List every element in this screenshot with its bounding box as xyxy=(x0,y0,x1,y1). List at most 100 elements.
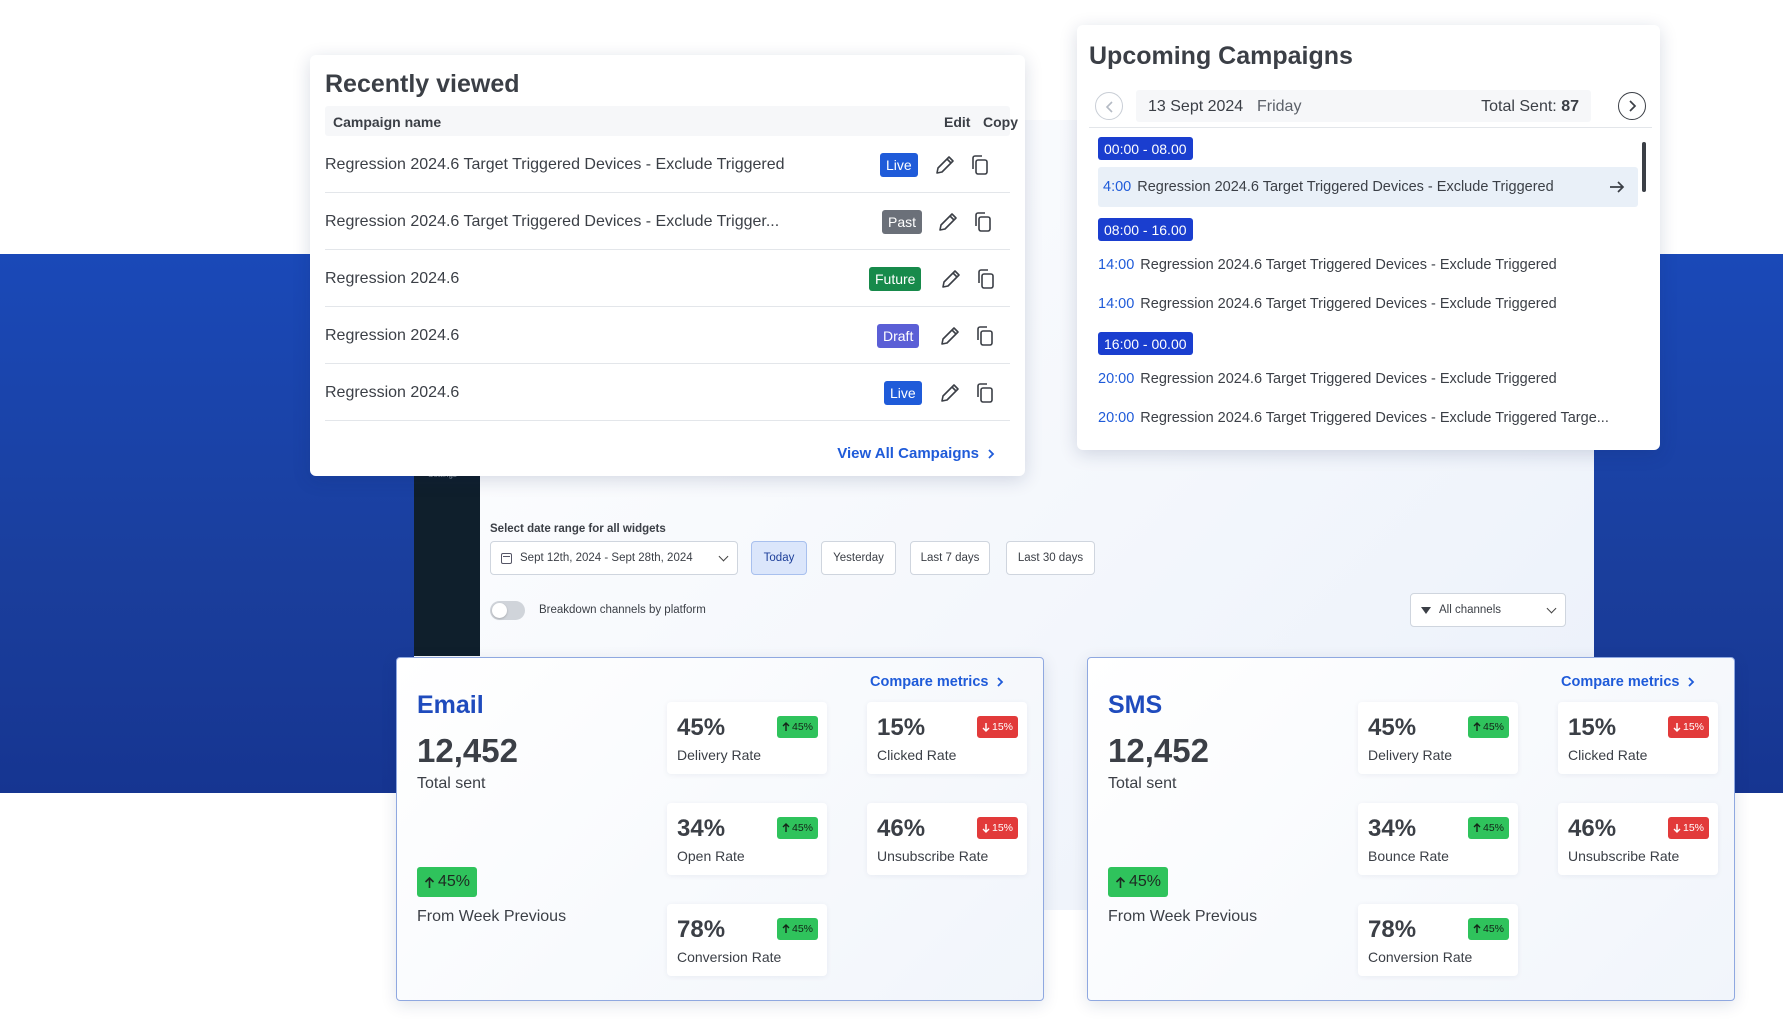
list-item[interactable]: 14:00 Regression 2024.6 Target Triggered … xyxy=(1098,284,1638,324)
metric-label: Clicked Rate xyxy=(877,747,957,763)
view-all-campaigns-label: View All Campaigns xyxy=(837,445,979,462)
chevron-right-icon xyxy=(1688,677,1695,687)
edit-icon[interactable] xyxy=(939,267,963,291)
edit-icon[interactable] xyxy=(936,210,960,234)
arrow-down-icon xyxy=(1673,824,1681,833)
metric-label: Open Rate xyxy=(677,848,745,864)
campaign-time: 14:00 xyxy=(1098,296,1135,312)
list-item[interactable]: 4:00 Regression 2024.6 Target Triggered D… xyxy=(1098,167,1638,207)
table-row[interactable]: Regression 2024.6 Future xyxy=(325,250,1010,307)
arrow-up-icon xyxy=(1473,722,1481,731)
trend-value: 45% xyxy=(791,822,813,834)
total-sent-label: Total sent xyxy=(417,775,486,792)
edit-icon[interactable] xyxy=(933,153,957,177)
email-metrics-card: Compare metrics Email 12,452 Total sent … xyxy=(396,657,1044,1001)
previous-day-button[interactable] xyxy=(1095,92,1123,120)
arrow-up-icon xyxy=(1115,876,1126,888)
channels-select[interactable]: All channels xyxy=(1410,593,1566,627)
status-badge: Past xyxy=(882,210,923,234)
range-last-7-days-button[interactable]: Last 7 days xyxy=(910,541,990,575)
list-item[interactable]: 20:00 Regression 2024.6 Target Triggered … xyxy=(1098,398,1638,438)
trend-value: 15% xyxy=(1682,721,1704,733)
metric-tile-clicked-rate: 15% Clicked Rate 15% xyxy=(867,702,1027,774)
arrow-down-icon xyxy=(982,723,990,732)
metric-tile-delivery-rate: 45% Delivery Rate 45% xyxy=(667,702,827,774)
recently-viewed-card: Recently viewed Campaign name Edit Copy … xyxy=(310,55,1025,476)
metric-value: 45% xyxy=(1368,714,1417,741)
metric-label: Unsubscribe Rate xyxy=(1568,848,1680,864)
total-sent-label: Total sent xyxy=(1108,775,1177,792)
arrow-up-icon xyxy=(424,876,435,888)
campaign-name[interactable]: Regression 2024.6 xyxy=(325,270,460,287)
chevron-right-icon xyxy=(988,448,995,459)
metric-value: 78% xyxy=(677,916,726,943)
copy-icon[interactable] xyxy=(973,381,997,405)
upcoming-campaigns-title: Upcoming Campaigns xyxy=(1089,42,1353,70)
date-range-picker[interactable]: Sept 12th, 2024 - Sept 28th, 2024 xyxy=(490,541,738,575)
copy-icon[interactable] xyxy=(973,324,997,348)
scrollbar[interactable] xyxy=(1642,142,1646,192)
trend-value: 45% xyxy=(791,721,813,733)
compare-metrics-link[interactable]: Compare metrics xyxy=(870,674,1004,690)
next-day-button[interactable] xyxy=(1618,92,1646,120)
trend-value: 15% xyxy=(991,721,1013,733)
edit-icon[interactable] xyxy=(938,381,962,405)
channel-title: SMS xyxy=(1108,691,1163,719)
table-row[interactable]: Regression 2024.6 Live xyxy=(325,364,1010,421)
table-row[interactable]: Regression 2024.6 Target Triggered Devic… xyxy=(325,193,1010,250)
week-change-value: 45% xyxy=(438,873,471,890)
metric-value: 46% xyxy=(1568,815,1617,842)
metric-label: Conversion Rate xyxy=(677,949,782,965)
campaign-name[interactable]: Regression 2024.6 xyxy=(325,327,460,344)
recently-viewed-title: Recently viewed xyxy=(325,70,520,98)
copy-icon[interactable] xyxy=(971,210,995,234)
total-sent-label: Total Sent: xyxy=(1481,98,1557,115)
metric-label: Conversion Rate xyxy=(1368,949,1473,965)
range-today-button[interactable]: Today xyxy=(751,541,807,575)
copy-icon[interactable] xyxy=(974,267,998,291)
total-sent: Total Sent: 87 xyxy=(1481,98,1579,116)
week-change-badge: 45% xyxy=(1108,867,1169,897)
recently-viewed-header: Campaign name Edit Copy xyxy=(325,106,1018,136)
date-display: 13 Sept 2024 Friday Total Sent: 87 xyxy=(1136,90,1591,122)
table-row[interactable]: Regression 2024.6 Draft xyxy=(325,307,1010,364)
calendar-icon xyxy=(501,552,512,564)
total-sent-value: 12,452 xyxy=(1108,732,1209,769)
metric-value: 46% xyxy=(877,815,926,842)
channels-select-value: All channels xyxy=(1439,604,1502,616)
campaign-name: Regression 2024.6 Target Triggered Devic… xyxy=(1140,410,1609,426)
list-item[interactable]: 20:00 Regression 2024.6 Target Triggered … xyxy=(1098,359,1638,399)
metric-value: 34% xyxy=(1368,815,1417,842)
trend-badge: 15% xyxy=(976,716,1018,738)
campaign-name[interactable]: Regression 2024.6 Target Triggered Devic… xyxy=(325,213,780,230)
table-row[interactable]: Regression 2024.6 Target Triggered Devic… xyxy=(325,136,1010,193)
campaign-name[interactable]: Regression 2024.6 xyxy=(325,384,460,401)
arrow-down-icon xyxy=(982,824,990,833)
list-item[interactable]: 14:00 Regression 2024.6 Target Triggered … xyxy=(1098,245,1638,285)
compare-metrics-link[interactable]: Compare metrics xyxy=(1561,674,1695,690)
week-change-value: 45% xyxy=(1129,873,1162,890)
arrow-right-icon[interactable] xyxy=(1608,178,1626,196)
campaign-name: Regression 2024.6 Target Triggered Devic… xyxy=(1140,296,1557,312)
metric-label: Unsubscribe Rate xyxy=(877,848,989,864)
breakdown-toggle[interactable] xyxy=(490,601,525,620)
chevron-right-icon xyxy=(997,677,1004,687)
metric-tile-conversion-rate: 78% Conversion Rate 45% xyxy=(667,904,827,976)
view-all-campaigns-link[interactable]: View All Campaigns xyxy=(837,445,995,462)
range-last-30-days-button[interactable]: Last 30 days xyxy=(1006,541,1095,575)
column-copy: Copy xyxy=(983,114,1018,130)
trend-value: 45% xyxy=(1482,822,1504,834)
range-yesterday-button[interactable]: Yesterday xyxy=(821,541,896,575)
total-sent-value: 12,452 xyxy=(417,732,518,769)
campaign-name[interactable]: Regression 2024.6 Target Triggered Devic… xyxy=(325,156,785,173)
metric-label: Delivery Rate xyxy=(1368,747,1453,763)
copy-icon[interactable] xyxy=(968,153,992,177)
week-change-label: From Week Previous xyxy=(417,908,567,925)
trend-badge: 15% xyxy=(976,817,1018,839)
current-date: 13 Sept 2024 xyxy=(1148,98,1244,115)
trend-badge: 45% xyxy=(776,716,818,738)
compare-metrics-label: Compare metrics xyxy=(1561,674,1680,690)
edit-icon[interactable] xyxy=(938,324,962,348)
trend-value: 45% xyxy=(791,923,813,935)
current-day: Friday xyxy=(1257,98,1302,115)
